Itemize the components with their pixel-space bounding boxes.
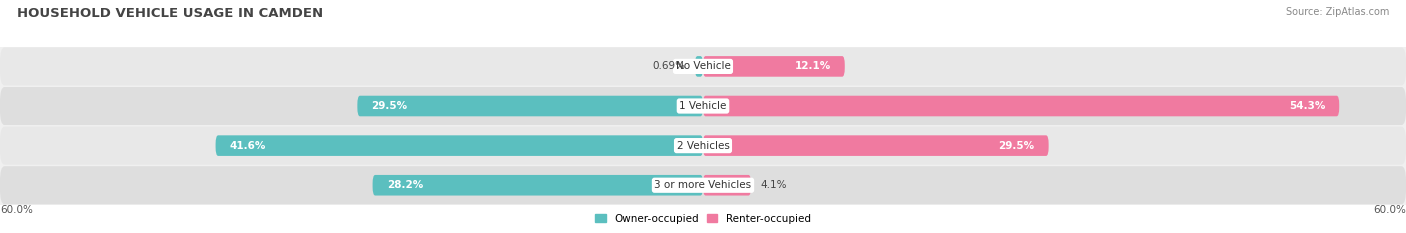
Text: 3 or more Vehicles: 3 or more Vehicles xyxy=(654,180,752,190)
FancyBboxPatch shape xyxy=(703,96,1339,116)
Text: No Vehicle: No Vehicle xyxy=(675,62,731,71)
FancyBboxPatch shape xyxy=(703,175,751,195)
FancyBboxPatch shape xyxy=(215,135,703,156)
Text: 29.5%: 29.5% xyxy=(371,101,408,111)
FancyBboxPatch shape xyxy=(703,135,1049,156)
Text: 2 Vehicles: 2 Vehicles xyxy=(676,141,730,151)
Text: 60.0%: 60.0% xyxy=(0,205,32,215)
Text: 60.0%: 60.0% xyxy=(1374,205,1406,215)
Text: 41.6%: 41.6% xyxy=(229,141,266,151)
Text: 12.1%: 12.1% xyxy=(794,62,831,71)
FancyBboxPatch shape xyxy=(373,175,703,195)
Text: 1 Vehicle: 1 Vehicle xyxy=(679,101,727,111)
FancyBboxPatch shape xyxy=(695,56,703,77)
Text: 28.2%: 28.2% xyxy=(387,180,423,190)
Text: HOUSEHOLD VEHICLE USAGE IN CAMDEN: HOUSEHOLD VEHICLE USAGE IN CAMDEN xyxy=(17,7,323,20)
Text: 0.69%: 0.69% xyxy=(652,62,686,71)
Text: 54.3%: 54.3% xyxy=(1289,101,1324,111)
FancyBboxPatch shape xyxy=(0,166,1406,204)
Text: 4.1%: 4.1% xyxy=(761,180,787,190)
FancyBboxPatch shape xyxy=(0,47,1406,86)
FancyBboxPatch shape xyxy=(703,56,845,77)
FancyBboxPatch shape xyxy=(0,127,1406,165)
Text: 29.5%: 29.5% xyxy=(998,141,1035,151)
FancyBboxPatch shape xyxy=(0,87,1406,125)
Legend: Owner-occupied, Renter-occupied: Owner-occupied, Renter-occupied xyxy=(591,209,815,228)
Text: Source: ZipAtlas.com: Source: ZipAtlas.com xyxy=(1285,7,1389,17)
FancyBboxPatch shape xyxy=(357,96,703,116)
